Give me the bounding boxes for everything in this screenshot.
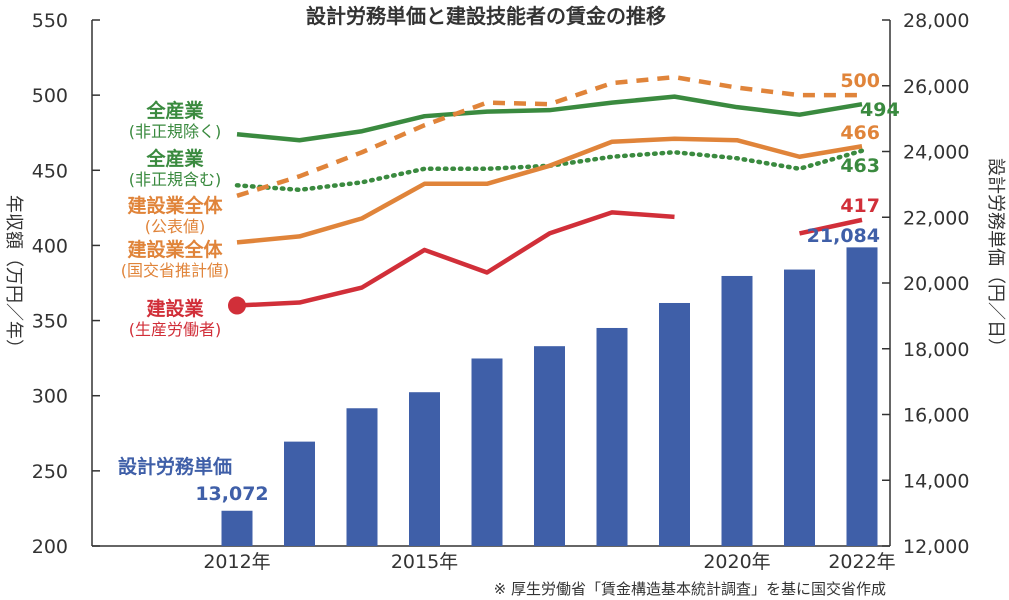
right-tick-label: 28,000 <box>903 10 969 32</box>
end-label-red: 417 <box>840 195 880 217</box>
chart-title: 設計労務単価と建設技能者の賃金の推移 <box>306 4 666 28</box>
right-tick-label: 14,000 <box>903 470 969 492</box>
left-tick-label: 300 <box>32 386 68 408</box>
source-note: ※ 厚生労働省「賃金構造基本統計調査」を基に国交省作成 <box>494 580 886 598</box>
bar <box>221 510 253 546</box>
left-tick-label: 550 <box>32 10 68 32</box>
left-tick-label: 400 <box>32 235 68 257</box>
legend-bar-series: 設計労務単価 <box>118 455 232 478</box>
right-tick-label: 24,000 <box>903 142 969 164</box>
left-tick-label: 500 <box>32 85 68 107</box>
x-tick-label: 2012年 <box>203 551 270 573</box>
legend-construction-published-sub: (公表値) <box>145 217 206 236</box>
bar <box>846 247 878 546</box>
bar <box>409 392 440 546</box>
end-label-orange-solid: 466 <box>840 122 880 144</box>
bar-series <box>221 247 878 546</box>
legend-construction-published: 建設業全体 <box>127 194 223 217</box>
end-label-green-solid: 494 <box>860 99 900 121</box>
left-tick-label: 450 <box>32 160 68 182</box>
bar <box>471 358 503 546</box>
bar <box>721 275 753 546</box>
right-tick-label: 26,000 <box>903 76 969 98</box>
bar <box>284 441 315 546</box>
x-axis-ticks: 2012年 2015年 2020年 2022年 <box>203 540 896 573</box>
bar <box>596 327 628 546</box>
right-tick-label: 22,000 <box>903 207 969 229</box>
line-5 <box>236 210 675 308</box>
legend-construction-estimate-sub: (国交省推計値) <box>121 261 230 280</box>
left-tick-label: 350 <box>32 311 68 333</box>
bar <box>784 269 815 546</box>
line-4 <box>236 136 863 245</box>
legend-all-industry-incl: 全産業 <box>145 147 204 170</box>
end-label-orange-dashed: 500 <box>840 70 880 92</box>
right-tick-label: 16,000 <box>903 405 969 427</box>
legend-construction-estimate: 建設業全体 <box>127 238 223 261</box>
left-tick-label: 250 <box>32 461 68 483</box>
legend-construction-workers: 建設業 <box>146 297 204 320</box>
left-axis-ticks: 200 250 300 350 400 450 500 550 <box>32 10 100 558</box>
line-2 <box>236 74 862 198</box>
bar-label-first: 13,072 <box>195 483 268 505</box>
left-tick-label: 200 <box>32 536 68 558</box>
legend-all-industry-excl-sub: (非正規除く) <box>129 122 222 141</box>
line-series <box>228 74 865 315</box>
right-axis-label: 設計労務単価（円／日） <box>985 158 1006 356</box>
line-1 <box>234 148 865 193</box>
right-tick-label: 12,000 <box>903 536 969 558</box>
right-tick-label: 18,000 <box>903 339 969 361</box>
bar <box>534 346 565 546</box>
bar <box>659 302 690 546</box>
right-axis-ticks: 12,000 14,000 16,000 18,000 20,000 22,000 24,0… <box>882 10 969 558</box>
legend-all-industry-excl: 全産業 <box>145 99 204 122</box>
x-tick-label: 2022年 <box>828 551 895 573</box>
legend-construction-workers-sub: (生産労働者) <box>129 320 222 339</box>
line-5 <box>799 217 863 236</box>
end-label-bar-last: 21,084 <box>807 225 880 247</box>
line-0 <box>236 94 863 143</box>
bar <box>346 408 378 546</box>
end-label-green-dotted: 463 <box>840 155 880 177</box>
legend-all-industry-incl-sub: (非正規含む) <box>129 170 222 189</box>
x-tick-label: 2020年 <box>703 551 770 573</box>
left-axis-label: 年収額（万円／年） <box>3 195 24 357</box>
red-start-marker <box>228 296 246 315</box>
right-tick-label: 20,000 <box>903 273 969 295</box>
x-tick-label: 2015年 <box>391 551 458 573</box>
